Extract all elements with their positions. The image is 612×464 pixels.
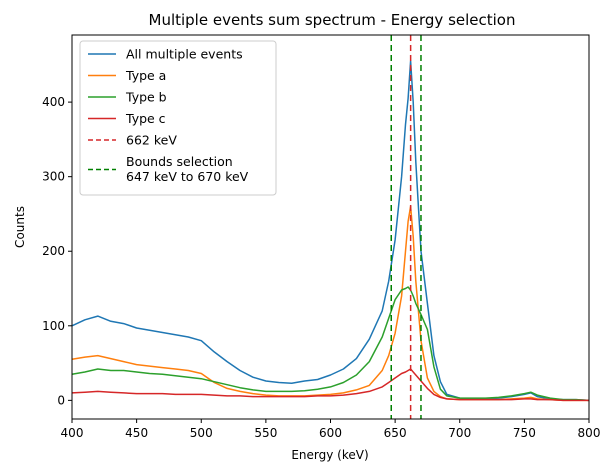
legend: All multiple events Type a Type b Type c 662…: [79, 40, 277, 196]
x-tick-label: 800: [578, 426, 601, 440]
legend-label-4: Type c: [125, 111, 166, 126]
x-tick-label: 700: [448, 426, 471, 440]
series-layer: [71, 60, 590, 402]
chart-title: Multiple events sum spectrum - Energy se…: [149, 11, 516, 29]
reference-lines: [390, 35, 422, 419]
legend-label-2: Type a: [125, 68, 166, 83]
y-tick-label: 200: [42, 244, 65, 258]
x-axis: 400 450 500 550 600 650 700 750 800: [61, 419, 601, 440]
legend-box: [79, 40, 277, 196]
x-tick-label: 650: [384, 426, 407, 440]
x-tick-label: 550: [254, 426, 277, 440]
y-tick-label: 300: [42, 170, 65, 184]
x-tick-label: 400: [61, 426, 84, 440]
y-tick-label: 400: [42, 95, 65, 109]
legend-label-6: Bounds selection 647 keV to 670 keV: [126, 154, 249, 184]
y-tick-label: 0: [57, 393, 65, 407]
legend-label-1: All multiple events: [126, 47, 243, 62]
x-tick-label: 750: [513, 426, 536, 440]
x-tick-label: 600: [319, 426, 342, 440]
series-line-3: [71, 286, 590, 402]
legend-label-5: 662 keV: [126, 133, 177, 148]
y-axis: 0 100 200 300 400: [42, 95, 72, 407]
series-line-4: [71, 368, 589, 402]
x-axis-label: Energy (keV): [291, 448, 368, 462]
x-tick-label: 500: [190, 426, 213, 440]
y-tick-label: 100: [42, 319, 65, 333]
y-axis-label: Counts: [13, 206, 27, 248]
x-tick-label: 450: [125, 426, 148, 440]
legend-label-3: Type b: [125, 90, 167, 105]
